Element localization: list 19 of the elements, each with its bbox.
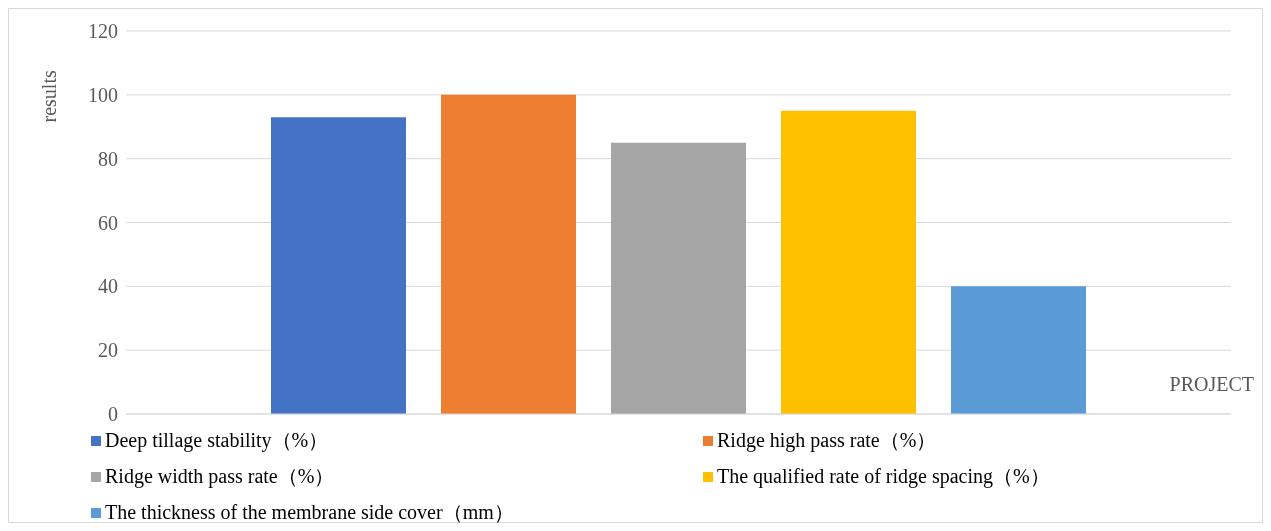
x-axis-title: PROJECT [1169,373,1254,396]
y-tick-label: 0 [108,403,118,426]
legend-label: Deep tillage stability（%） [105,428,329,454]
bar [441,94,576,414]
y-tick-label: 80 [98,147,118,170]
y-axis-title: results [38,70,61,123]
y-tick-label: 20 [98,339,118,362]
legend-label: The thickness of the membrane side cover（mm） [105,500,514,525]
legend-label: Ridge high pass rate（%） [717,428,937,454]
bar [951,286,1086,414]
bar [271,117,406,414]
y-tick-label: 100 [88,83,118,106]
y-tick-label: 40 [98,275,118,298]
legend-label: Ridge width pass rate（%） [105,464,335,490]
bar [781,110,916,414]
y-tick-label: 120 [88,20,118,43]
y-tick-label: 60 [98,211,118,234]
legend-label: The qualified rate of ridge spacing（%） [717,464,1050,490]
bar [611,142,746,414]
